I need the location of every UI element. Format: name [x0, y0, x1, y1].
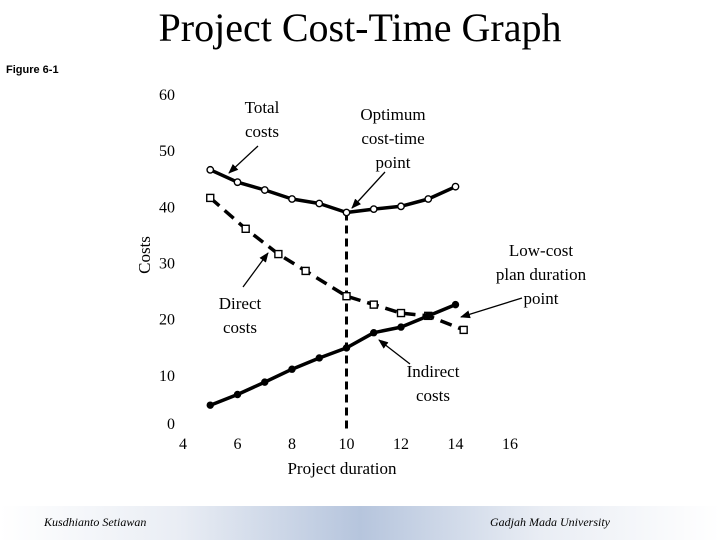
data-point-direct	[315, 354, 323, 362]
data-point-total	[315, 199, 324, 208]
y-tick-label: 10	[159, 368, 175, 385]
data-point-total	[260, 186, 269, 194]
annotation-optimum-line3: point	[376, 153, 411, 172]
data-point-direct	[261, 378, 269, 386]
footer-university: Gadjah Mada University	[490, 515, 610, 529]
x-axis-label: Project duration	[287, 459, 397, 478]
annotation-total-line1: Total	[245, 98, 280, 117]
data-point-total	[206, 165, 215, 174]
x-tick-label: 14	[448, 436, 464, 453]
footer-band	[0, 506, 720, 540]
figure-label: Figure 6-1	[6, 64, 59, 76]
data-point-direct	[233, 390, 242, 399]
x-tick-label: 6	[234, 436, 242, 453]
arrow-optimum	[351, 171, 386, 209]
series-line-total	[209, 168, 457, 215]
y-tick-label: 60	[159, 87, 175, 104]
data-point-indirect	[301, 266, 310, 276]
slide-title: Project Cost-Time Graph	[158, 5, 562, 50]
annotation-indirect-line1: Indirect	[407, 362, 460, 381]
data-point-direct	[206, 401, 214, 409]
data-point-direct	[288, 365, 296, 373]
y-tick-label: 20	[159, 312, 175, 329]
data-point-total	[397, 202, 405, 211]
x-tick-label: 16	[502, 436, 518, 453]
annotation-indirect-line2: costs	[416, 386, 450, 405]
data-point-indirect	[206, 193, 215, 203]
annotation-direct-line2: costs	[223, 318, 257, 337]
data-point-total	[233, 178, 242, 187]
annotation-direct-line1: Direct	[219, 294, 262, 313]
annotation-lowcost-line1: Low-cost	[509, 241, 573, 260]
annotation-total-line2: costs	[245, 122, 279, 141]
data-point-indirect	[459, 325, 468, 335]
data-point-indirect	[274, 249, 283, 259]
arrow-total	[228, 145, 259, 174]
annotation-lowcost-line2: plan duration	[496, 265, 587, 284]
arrow-indirect	[378, 339, 411, 365]
data-point-direct	[397, 323, 405, 331]
y-tick-label: 40	[159, 199, 175, 216]
data-point-total	[369, 205, 378, 214]
x-tick-label: 12	[393, 436, 409, 453]
x-tick-label: 4	[179, 436, 187, 453]
arrow-direct	[242, 252, 269, 288]
data-point-direct	[451, 300, 460, 309]
data-point-direct	[424, 312, 432, 320]
footer-author: Kusdhianto Setiawan	[44, 515, 147, 529]
y-tick-label: 0	[167, 416, 175, 433]
data-point-total	[424, 195, 433, 203]
x-tick-label: 8	[288, 436, 296, 453]
data-point-direct	[342, 344, 351, 352]
data-point-indirect	[241, 224, 250, 234]
data-point-indirect	[396, 308, 406, 318]
data-point-direct	[370, 329, 378, 337]
annotation-optimum-line1: Optimum	[360, 105, 425, 124]
y-tick-label: 50	[159, 143, 175, 160]
annotation-lowcost-line3: point	[524, 289, 559, 308]
annotation-optimum-line2: cost-time	[361, 129, 424, 148]
data-point-indirect	[369, 300, 378, 309]
data-point-indirect	[342, 292, 351, 301]
series-line-direct	[209, 302, 457, 407]
arrow-lowcost	[460, 297, 523, 319]
data-point-total	[342, 208, 351, 217]
y-axis-label: Costs	[135, 236, 154, 274]
y-tick-label: 30	[159, 256, 175, 273]
series-line-indirect	[209, 196, 465, 332]
x-tick-label: 10	[339, 436, 355, 453]
data-point-total	[451, 182, 460, 191]
data-point-total	[288, 195, 296, 203]
